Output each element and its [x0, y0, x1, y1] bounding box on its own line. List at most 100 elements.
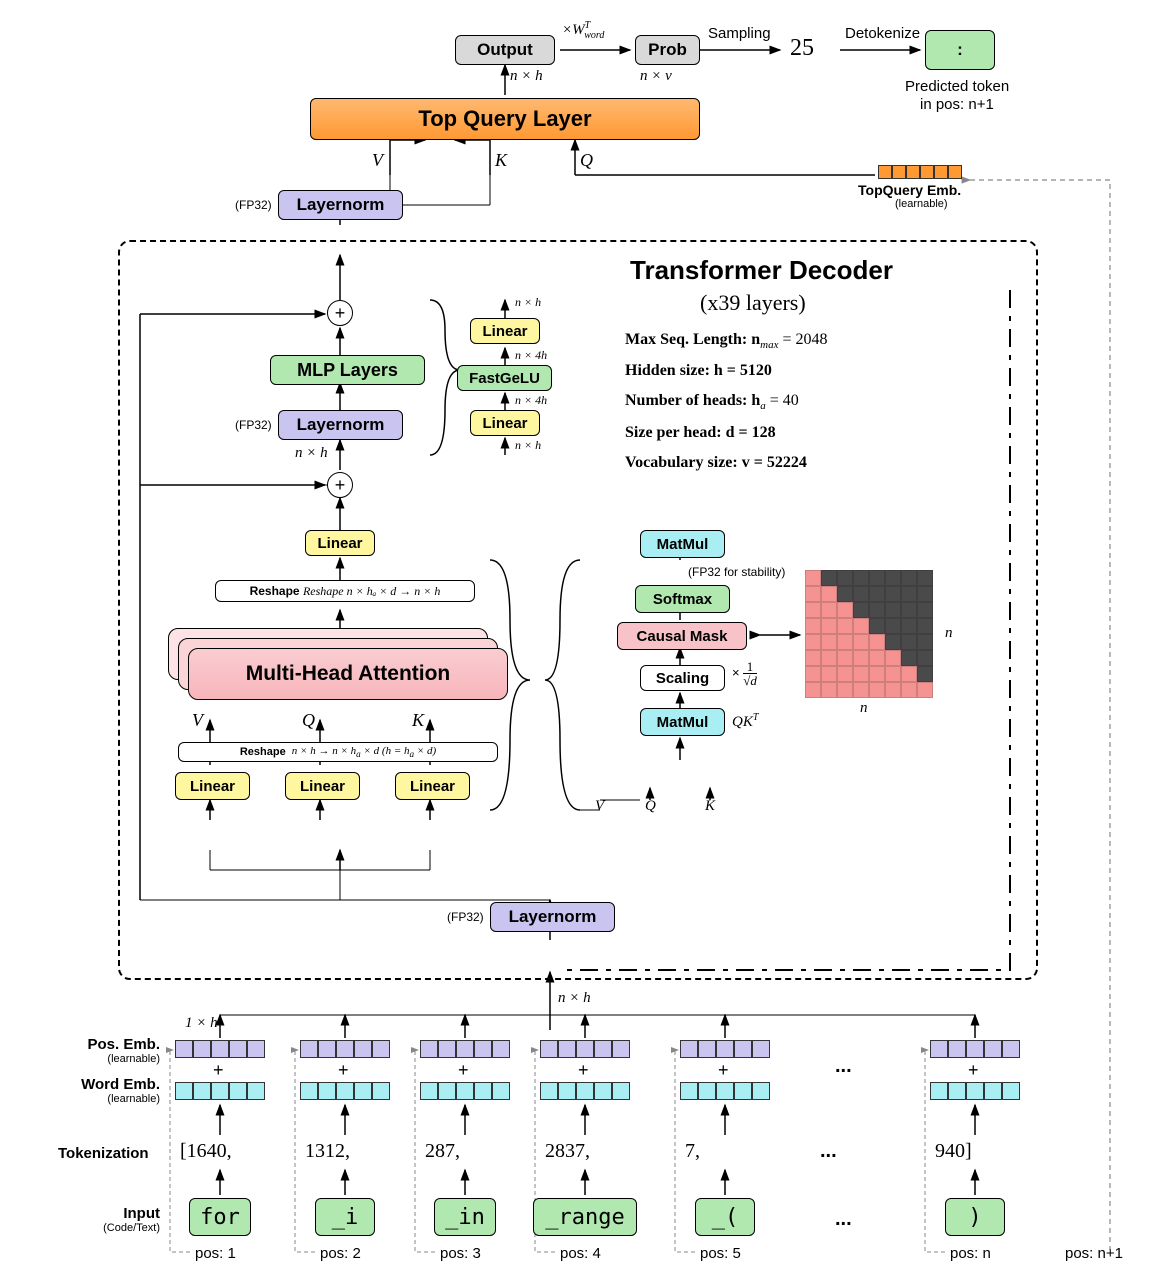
token-id: ... [820, 1140, 837, 1163]
output-box: Output [455, 35, 555, 65]
predicted-label-2: in pos: n+1 [920, 96, 994, 113]
input-token: _in [434, 1198, 496, 1236]
pos-label: pos: 1 [195, 1245, 236, 1262]
mha-k: K [412, 710, 424, 731]
softmax: Softmax [635, 585, 730, 613]
token-id: 940] [935, 1140, 972, 1163]
pos-label: pos: 3 [440, 1245, 481, 1262]
mha-v: V [192, 710, 203, 731]
v-bottom: V [595, 798, 604, 815]
k-label-top: K [495, 150, 507, 171]
mask-n-right: n [945, 625, 953, 642]
causal-mask: Causal Mask [617, 622, 747, 650]
input-token: _range [533, 1198, 637, 1236]
nxv-top: n × v [640, 68, 672, 85]
input-token: _( [695, 1198, 755, 1236]
sampling-label: Sampling [708, 25, 771, 42]
mask-n-bottom: n [860, 700, 868, 717]
token-id: 2837, [545, 1140, 590, 1163]
w-word-label: ×WTword [562, 20, 604, 41]
word-emb-cells [175, 1082, 265, 1100]
linear-k: Linear [395, 772, 470, 800]
k-bottom: K [705, 798, 715, 815]
residual-add-1: + [327, 300, 353, 326]
onexh: 1 × h [185, 1015, 218, 1032]
decoder-params: Max Seq. Length: nmax = 2048 Hidden size… [625, 325, 827, 478]
nxh-ln2: n × h [295, 445, 328, 462]
mlp-nxh-top: n × h [515, 295, 541, 310]
pos-emb-cells [930, 1040, 1020, 1058]
mlp-linear-bot: Linear [470, 410, 540, 436]
fp32-2: (FP32) [235, 418, 272, 432]
mlp-linear-top: Linear [470, 318, 540, 344]
token-id: 1312, [305, 1140, 350, 1163]
nxh-input: n × h [558, 990, 591, 1007]
layernorm-2: Layernorm [278, 410, 403, 440]
mlp-layers: MLP Layers [270, 355, 425, 385]
pos-emb-label: Pos. Emb. (learnable) [75, 1036, 160, 1065]
pos-label: pos: n [950, 1245, 991, 1262]
tokenization-label: Tokenization [58, 1145, 149, 1162]
pos-label: pos: 4 [560, 1245, 601, 1262]
layernorm-3: Layernorm [490, 902, 615, 932]
word-emb-cells [930, 1082, 1020, 1100]
decoder-subtitle: (x39 layers) [700, 290, 806, 316]
emb-plus: + [458, 1060, 469, 1081]
word-emb-cells [300, 1082, 390, 1100]
word-emb-cells [540, 1082, 630, 1100]
emb-plus: + [968, 1060, 979, 1081]
predicted-label-1: Predicted token [905, 78, 1009, 95]
scale-factor: × 1 √d [732, 660, 757, 687]
pos-emb-cells [420, 1040, 510, 1058]
input-token: _i [315, 1198, 375, 1236]
layernorm-1: Layernorm [278, 190, 403, 220]
ellipsis: ... [835, 1055, 852, 1078]
v-label-top: V [372, 150, 383, 171]
reshape-2: Reshape n × h → n × ha × d (h = ha × d) [178, 742, 498, 762]
matmul-top: MatMul [640, 530, 725, 558]
mha-box: Multi-Head Attention [188, 648, 508, 700]
emb-plus: + [338, 1060, 349, 1081]
token-id: 7, [685, 1140, 700, 1163]
pos-emb-cells [680, 1040, 770, 1058]
predicted-token-box: : [925, 30, 995, 70]
fp32-stability: (FP32 for stability) [688, 565, 785, 579]
topquery-learnable: (learnable) [895, 198, 948, 210]
mlp-nx4h-2: n × 4h [515, 393, 547, 408]
reshape-1: Reshape Reshape n × hₐ × d → n × h [215, 580, 475, 602]
sampled-value: 25 [790, 35, 814, 62]
linear-v: Linear [175, 772, 250, 800]
mha-q: Q [302, 710, 315, 731]
mlp-nx4h-1: n × 4h [515, 348, 547, 363]
top-query-layer: Top Query Layer [310, 98, 700, 140]
word-emb-label: Word Emb. (learnable) [65, 1076, 160, 1105]
emb-plus: + [578, 1060, 589, 1081]
pos-emb-cells [175, 1040, 265, 1058]
qkt: QKT [732, 712, 758, 731]
word-emb-cells [680, 1082, 770, 1100]
detokenize-label: Detokenize [845, 25, 920, 42]
linear-q: Linear [285, 772, 360, 800]
q-label-top: Q [580, 150, 593, 171]
word-emb-cells [420, 1082, 510, 1100]
mlp-nxh-bot: n × h [515, 438, 541, 453]
decoder-title: Transformer Decoder [630, 255, 893, 286]
pos-np1: pos: n+1 [1065, 1245, 1123, 1262]
q-bottom: Q [645, 798, 656, 815]
emb-plus: + [718, 1060, 729, 1081]
emb-plus: + [213, 1060, 224, 1081]
input-token: ) [945, 1198, 1005, 1236]
pos-label: pos: 2 [320, 1245, 361, 1262]
scaling: Scaling [640, 665, 725, 691]
ellipsis: ... [835, 1208, 852, 1231]
pos-emb-cells [300, 1040, 390, 1058]
fastgelu: FastGeLU [457, 365, 552, 391]
input-label: Input (Code/Text) [100, 1205, 160, 1234]
causal-mask-grid [805, 570, 933, 698]
pos-label: pos: 5 [700, 1245, 741, 1262]
matmul-bot: MatMul [640, 708, 725, 736]
nxh-top: n × h [510, 68, 543, 85]
topquery-emb-label: TopQuery Emb. [858, 182, 961, 198]
token-id: 287, [425, 1140, 460, 1163]
residual-add-2: + [327, 472, 353, 498]
